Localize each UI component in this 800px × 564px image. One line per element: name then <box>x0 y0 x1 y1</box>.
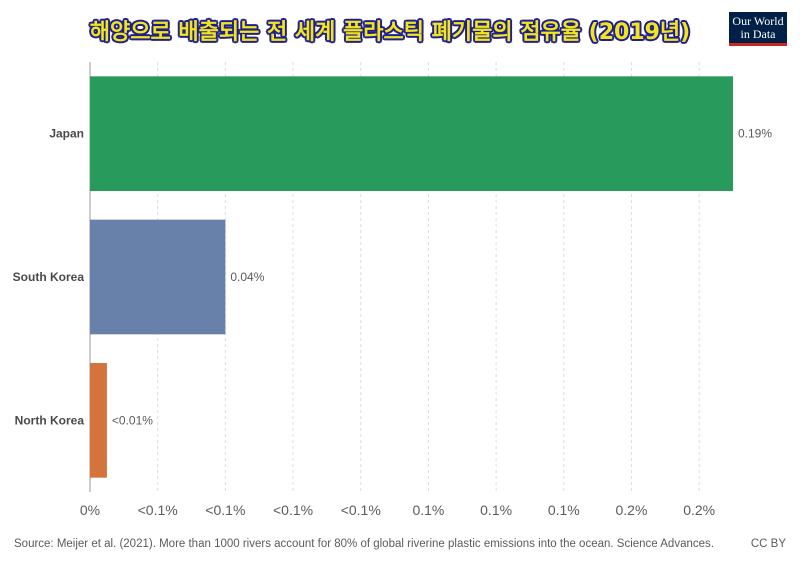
x-tick-label: 0% <box>80 502 100 518</box>
license-link[interactable]: CC BY <box>750 538 786 550</box>
chart-title: 해양으로 배출되는 전 세계 플라스틱 폐기물의 점유율 (2019년) <box>89 20 691 45</box>
bar <box>90 219 226 335</box>
data-label: 0.19% <box>738 127 772 141</box>
x-tick-label: 0.1% <box>548 502 580 518</box>
owid-logo[interactable]: Our World in Data <box>729 12 787 46</box>
category-label: South Korea <box>13 270 85 284</box>
logo-line-1: Our World <box>732 14 784 28</box>
x-tick-label: <0.1% <box>341 502 381 518</box>
bar <box>90 363 107 478</box>
x-tick-label: 0.2% <box>616 502 648 518</box>
x-tick-label: <0.1% <box>273 502 313 518</box>
bars <box>90 76 733 478</box>
x-tick-label: 0.2% <box>683 502 715 518</box>
data-label: <0.01% <box>112 413 153 427</box>
data-label: 0.04% <box>230 270 264 284</box>
x-tick-label: 0.1% <box>412 502 444 518</box>
logo-line-2: in Data <box>740 27 776 41</box>
x-tick-label: <0.1% <box>138 502 178 518</box>
labels: 0% <0.1% <0.1% <0.1% <0.1% 0.1% 0.1% 0.1% 0.2% 0.… <box>13 127 773 518</box>
source-note: Source: Meijer et al. (2021). More than … <box>14 538 714 550</box>
bar <box>90 76 733 191</box>
category-label: Japan <box>49 127 84 141</box>
x-tick-label: <0.1% <box>205 502 245 518</box>
x-tick-label: 0.1% <box>480 502 512 518</box>
category-label: North Korea <box>15 413 85 427</box>
